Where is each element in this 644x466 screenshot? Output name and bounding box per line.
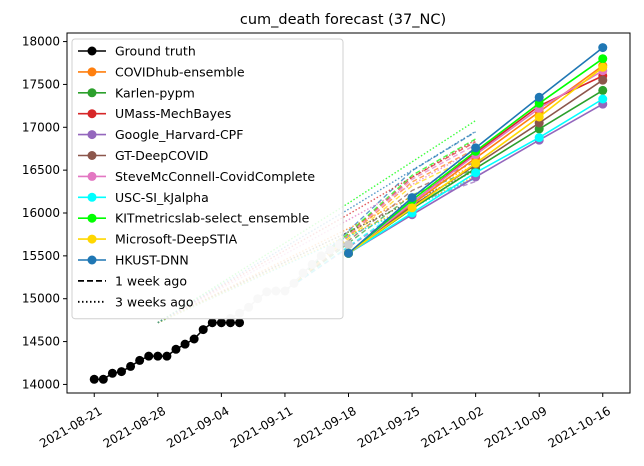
legend-swatch-marker: [87, 213, 97, 223]
legend-label: HKUST-DNN: [115, 253, 189, 268]
legend-swatch-marker: [87, 67, 97, 77]
legend-label: USC-SI_kJalpha: [115, 190, 209, 205]
ground-truth-point: [171, 344, 181, 354]
legend-label: Google_Harvard-CPF: [115, 127, 243, 142]
ground-truth-point: [235, 318, 245, 328]
legend-label: Karlen-pypm: [115, 85, 195, 100]
legend-label: KITmetricslab-select_ensemble: [115, 211, 310, 226]
series-point-HKUST-DNN: [598, 43, 608, 53]
ground-truth-point: [162, 351, 172, 361]
ground-truth-point: [89, 374, 99, 384]
legend-swatch-marker: [87, 151, 97, 160]
legend-label: COVIDhub-ensemble: [115, 64, 245, 79]
y-tick-label: 17000: [22, 120, 60, 134]
legend-box: [71, 38, 344, 320]
series-point-USC-SI_kJalpha: [471, 168, 481, 178]
legend-swatch-marker: [87, 109, 97, 119]
series-point-USC-SI_kJalpha: [598, 94, 608, 104]
x-tick-label: 2021-10-02: [419, 404, 486, 451]
legend-swatch-marker: [87, 234, 97, 244]
x-tick-label: 2021-09-04: [164, 404, 231, 451]
series-point-HKUST-DNN: [471, 143, 481, 153]
legend-label: 3 weeks ago: [115, 294, 194, 309]
series-point-HKUST-DNN: [407, 193, 417, 203]
series-point-Karlen-pypm: [598, 85, 608, 95]
ground-truth-point: [107, 368, 117, 378]
ground-truth-point: [153, 351, 163, 361]
y-tick-label: 15500: [22, 249, 60, 263]
ground-truth-point: [126, 361, 136, 371]
legend: Ground truth COVIDhub-ensemble Karlen-pypm…: [71, 38, 344, 320]
series-point-HKUST-DNN: [344, 248, 353, 258]
legend-label: 1 week ago: [115, 273, 187, 288]
series-point-KITmetricslab-select_ensemble: [598, 54, 608, 64]
legend-label: UMass-MechBayes: [115, 106, 231, 121]
series-point-Microsoft-DeepSTIA: [598, 62, 608, 72]
series-point-HKUST-DNN: [534, 92, 544, 102]
legend-swatch-marker: [87, 46, 97, 56]
ground-truth-point: [180, 339, 190, 349]
legend-label: SteveMcConnell-CovidComplete: [115, 169, 315, 184]
y-tick-label: 14500: [22, 335, 60, 349]
series-point-Microsoft-DeepSTIA: [534, 112, 544, 122]
series-1wk-USC-SI_kJalpha: [284, 177, 476, 292]
y-tick-label: 17500: [22, 77, 60, 91]
legend-swatch-marker: [87, 171, 97, 181]
series-point-Microsoft-DeepSTIA: [407, 203, 417, 213]
x-tick-label: 2021-09-25: [355, 404, 422, 451]
y-tick-label: 16000: [22, 206, 60, 220]
x-tick-label: 2021-10-16: [546, 404, 613, 451]
ground-truth-point: [225, 318, 235, 328]
series-point-GT-DeepCOVID: [598, 75, 608, 85]
ground-truth-point: [216, 318, 226, 328]
y-tick-label: 18000: [22, 35, 60, 49]
legend-swatch-marker: [87, 192, 97, 202]
series-point-Microsoft-DeepSTIA: [471, 158, 481, 168]
y-tick-label: 16500: [22, 163, 60, 177]
legend-swatch-marker: [87, 130, 97, 140]
legend-swatch-marker: [87, 88, 97, 98]
ground-truth-point: [144, 351, 154, 361]
y-tick-label: 14000: [22, 377, 60, 391]
x-tick-label: 2021-10-09: [482, 404, 549, 451]
series-3wk-KITmetricslab-select_ensemble: [157, 120, 476, 324]
legend-label: Ground truth: [115, 44, 196, 59]
ground-truth-point: [116, 367, 126, 377]
ground-truth-point: [189, 334, 199, 344]
x-tick-label: 2021-08-21: [37, 404, 104, 451]
ghost-truth-point: [344, 240, 353, 250]
legend-label: Microsoft-DeepSTIA: [115, 232, 238, 247]
legend-label: GT-DeepCOVID: [115, 148, 208, 163]
y-tick-label: 15000: [22, 292, 60, 306]
x-tick-label: 2021-09-18: [291, 404, 358, 451]
legend-swatch-marker: [87, 255, 97, 265]
ground-truth-point: [98, 374, 108, 384]
ground-truth-point: [207, 318, 217, 328]
series-point-USC-SI_kJalpha: [534, 133, 544, 143]
x-tick-label: 2021-08-28: [101, 404, 168, 451]
chart-title: cum_death forecast (37_NC): [240, 12, 446, 28]
ground-truth-point: [198, 325, 208, 335]
ground-truth-point: [135, 355, 145, 365]
x-tick-label: 2021-09-11: [228, 404, 295, 451]
